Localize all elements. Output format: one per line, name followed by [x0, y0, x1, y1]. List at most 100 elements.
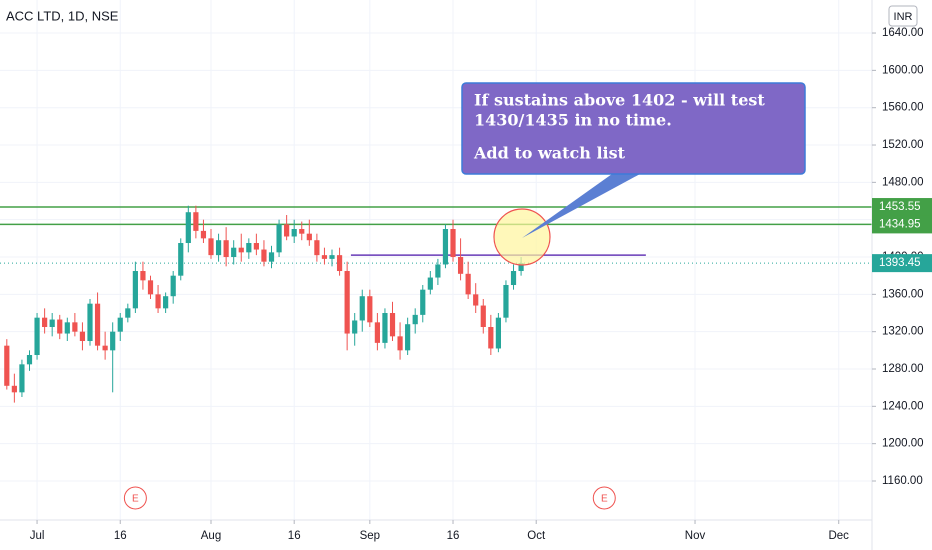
y-tick-label: 1360.00: [882, 288, 924, 300]
candle-body: [246, 243, 252, 253]
candle-body: [306, 233, 312, 241]
event-label: E: [601, 494, 608, 505]
candle-body: [352, 320, 358, 334]
candle-body: [495, 317, 501, 349]
candle-body: [284, 224, 290, 237]
candle-body: [117, 317, 123, 332]
candle-body: [329, 255, 335, 259]
y-tick-label: 1640.00: [882, 27, 924, 39]
event-marker: [123, 486, 147, 510]
candle-body: [140, 271, 146, 281]
candle-body: [518, 263, 524, 272]
highlight-circle: [493, 208, 551, 266]
x-tick-label: Dec: [828, 530, 849, 542]
candle-body: [397, 336, 403, 351]
level-label: 1434.95: [879, 218, 921, 230]
y-tick-label: 1520.00: [882, 139, 924, 151]
candle-body: [427, 277, 433, 290]
x-tick-label: Nov: [685, 530, 706, 542]
candle-body: [178, 243, 184, 276]
candle-body: [261, 249, 267, 262]
candle-body: [79, 331, 86, 342]
candle-body: [336, 255, 343, 272]
level-tag: [872, 215, 932, 234]
y-tick-label: 1160.00: [882, 475, 923, 487]
last-price-label: 1393.45: [879, 257, 921, 269]
candle-body: [223, 240, 229, 258]
candle-body: [488, 327, 494, 349]
candle-body: [238, 247, 244, 253]
x-tick-label: Oct: [527, 530, 546, 542]
candle-body: [503, 285, 509, 318]
currency[interactable]: INR: [894, 11, 913, 23]
candle-body: [473, 294, 479, 306]
annotation-line: Add to watch list: [473, 144, 626, 163]
candle-body: [26, 355, 33, 365]
last-price-tag: [872, 254, 932, 273]
y-tick-label: 1600.00: [882, 64, 924, 76]
candle-body: [382, 313, 388, 343]
candle-body: [19, 364, 25, 393]
callout-pointer: [522, 174, 640, 238]
x-tick-label: Aug: [201, 530, 221, 542]
x-tick-label: Sep: [360, 530, 380, 542]
candle-body: [200, 230, 207, 239]
y-tick-label: 1480.00: [882, 176, 924, 188]
candle-body: [457, 257, 464, 274]
x-tick-label: 16: [114, 530, 127, 542]
candle-body: [253, 243, 259, 250]
y-tick-label: 1280.00: [882, 363, 924, 375]
candle-body: [450, 229, 456, 258]
y-tick-label: 1200.00: [882, 438, 924, 450]
level-label: 1453.55: [879, 201, 921, 213]
candle-body: [49, 319, 55, 328]
candle-body: [374, 322, 380, 343]
candle-body: [299, 229, 305, 234]
level-tag: [872, 198, 932, 217]
candle-body: [344, 271, 350, 334]
y-tick-label: 1560.00: [882, 102, 924, 114]
annotation-line: If sustains above 1402 - will test: [474, 91, 765, 110]
candle-body: [314, 240, 320, 256]
candle-body: [321, 255, 328, 259]
candle-body: [276, 224, 282, 253]
x-tick-label: Jul: [30, 530, 45, 542]
candle-body: [64, 322, 70, 334]
event-marker: [592, 486, 616, 510]
candle-body: [163, 296, 169, 309]
candle-body: [57, 319, 63, 334]
candle-body: [442, 229, 449, 265]
candle-body: [510, 271, 517, 286]
currency-box[interactable]: [888, 5, 918, 27]
candle-body: [34, 317, 40, 356]
candle-body: [94, 303, 101, 346]
candle-body: [208, 238, 214, 256]
candle-body: [125, 308, 131, 318]
candle-body: [480, 305, 486, 328]
y-tick-label: 1240.00: [882, 400, 924, 412]
candle-body: [132, 271, 138, 309]
candle-body: [11, 385, 17, 393]
candle-body: [170, 275, 176, 297]
callout-box: [461, 82, 806, 175]
annotation-line: 1430/1435 in no time.: [474, 111, 672, 130]
candle-body: [420, 289, 426, 315]
x-tick-label: 16: [288, 530, 301, 542]
candle-body: [110, 331, 116, 351]
candle-body: [87, 303, 93, 342]
candle-body: [72, 322, 78, 332]
candle-body: [389, 313, 396, 337]
candle-body: [367, 296, 373, 323]
candle-body: [268, 252, 275, 262]
candle-body: [4, 345, 10, 386]
candle-body: [155, 294, 161, 309]
candle-body: [102, 345, 108, 351]
candle-body: [42, 317, 48, 328]
candle-body: [215, 240, 222, 256]
y-tick-label: 1320.00: [882, 326, 924, 338]
candle-body: [185, 212, 191, 244]
candle-body: [359, 296, 365, 321]
candle-body: [435, 264, 441, 278]
candle-body: [147, 280, 154, 295]
